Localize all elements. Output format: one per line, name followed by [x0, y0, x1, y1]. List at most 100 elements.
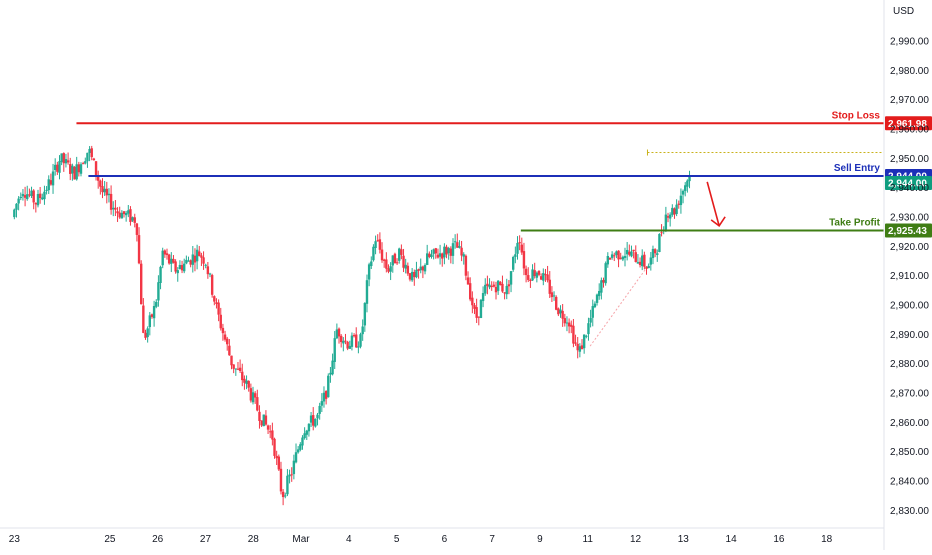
candle-body: [264, 415, 268, 425]
candle-body: [49, 180, 53, 185]
candle-body: [546, 274, 549, 281]
candle-body: [144, 332, 147, 338]
candle-body: [496, 280, 500, 291]
candle-body: [372, 246, 375, 261]
candle-body: [458, 245, 461, 248]
candle-body: [529, 279, 532, 281]
x-tick-label: 9: [537, 534, 543, 545]
candle-body: [69, 164, 72, 174]
candle-body: [548, 279, 551, 294]
candle-body: [479, 299, 483, 318]
candle-body: [249, 388, 253, 401]
candle-body: [217, 302, 220, 315]
candle-body: [198, 251, 201, 256]
candle-body: [284, 495, 287, 497]
candle-body: [385, 259, 388, 269]
candle-body: [645, 266, 648, 269]
candle-body: [481, 293, 485, 302]
candle-body: [245, 380, 248, 384]
candle-body: [681, 190, 685, 195]
candle-body: [279, 468, 283, 492]
candle-body: [322, 392, 326, 402]
candle-body: [213, 296, 216, 302]
down-arrow-head: [710, 216, 726, 228]
candle-body: [210, 275, 214, 295]
candle-body: [531, 269, 534, 281]
candle-body: [460, 247, 463, 256]
candle-body: [331, 360, 334, 375]
y-tick-label: 2,900.00: [890, 301, 929, 312]
candle-body: [26, 194, 29, 200]
candle-body: [228, 345, 231, 356]
candle-body: [677, 203, 680, 205]
candle-body: [376, 240, 379, 242]
candle-body: [34, 202, 38, 205]
candle-body: [152, 306, 156, 319]
candle-body: [292, 460, 296, 475]
candle-body: [140, 263, 143, 305]
candle-body: [36, 194, 40, 206]
candle-body: [273, 438, 276, 456]
candle-body: [445, 246, 448, 255]
candle-body: [647, 265, 650, 269]
candle-body: [559, 309, 562, 314]
candle-body: [174, 261, 177, 272]
candle-body: [550, 292, 554, 298]
candles-group: [13, 145, 691, 506]
candle-body: [344, 340, 347, 342]
candle-body: [413, 271, 416, 278]
candle-body: [148, 315, 152, 328]
candle-body: [303, 433, 306, 439]
candle-body: [585, 335, 588, 337]
candle-body: [484, 284, 487, 294]
candle-body: [600, 280, 603, 293]
candle-body: [456, 242, 459, 248]
candle-body: [421, 266, 425, 271]
candle-body: [299, 444, 302, 450]
candle-body: [617, 250, 620, 260]
candle-body: [58, 161, 61, 173]
candle-body: [45, 189, 48, 191]
candle-body: [241, 371, 244, 381]
candle-body: [64, 159, 68, 164]
y-tick-label: 2,840.00: [890, 477, 929, 488]
candle-body: [477, 316, 480, 318]
x-tick-label: 7: [489, 534, 495, 545]
candle-body: [335, 329, 339, 339]
candle-body: [187, 260, 190, 262]
candle-body: [653, 249, 657, 254]
candle-body: [56, 164, 59, 172]
candle-body: [494, 286, 498, 293]
candle-body: [641, 255, 644, 267]
x-tick-label: 4: [346, 534, 352, 545]
candle-body: [367, 264, 371, 280]
candle-body: [561, 310, 564, 319]
candle-body: [537, 271, 541, 275]
candle-body: [610, 254, 614, 258]
candle-body: [441, 253, 444, 259]
candle-body: [621, 256, 625, 260]
candle-body: [107, 193, 111, 196]
candle-body: [608, 257, 612, 260]
candle-body: [66, 160, 70, 163]
candle-body: [632, 249, 635, 252]
candle-body: [598, 290, 601, 297]
candle-body: [157, 282, 160, 301]
y-tick-label: 2,920.00: [890, 242, 929, 253]
candle-body: [516, 242, 519, 254]
candle-body: [602, 279, 605, 283]
level-price-label: 2,925.43: [888, 226, 927, 237]
candle-body: [232, 364, 235, 369]
candle-body: [473, 305, 476, 309]
candle-body: [94, 161, 98, 176]
candle-body: [163, 250, 167, 255]
candle-body: [684, 185, 687, 191]
x-tick-label: 18: [821, 534, 833, 545]
candle-body: [468, 283, 472, 300]
candle-body: [572, 325, 575, 344]
candle-body: [382, 259, 386, 261]
candle-body: [178, 264, 182, 270]
candle-body: [410, 271, 414, 281]
